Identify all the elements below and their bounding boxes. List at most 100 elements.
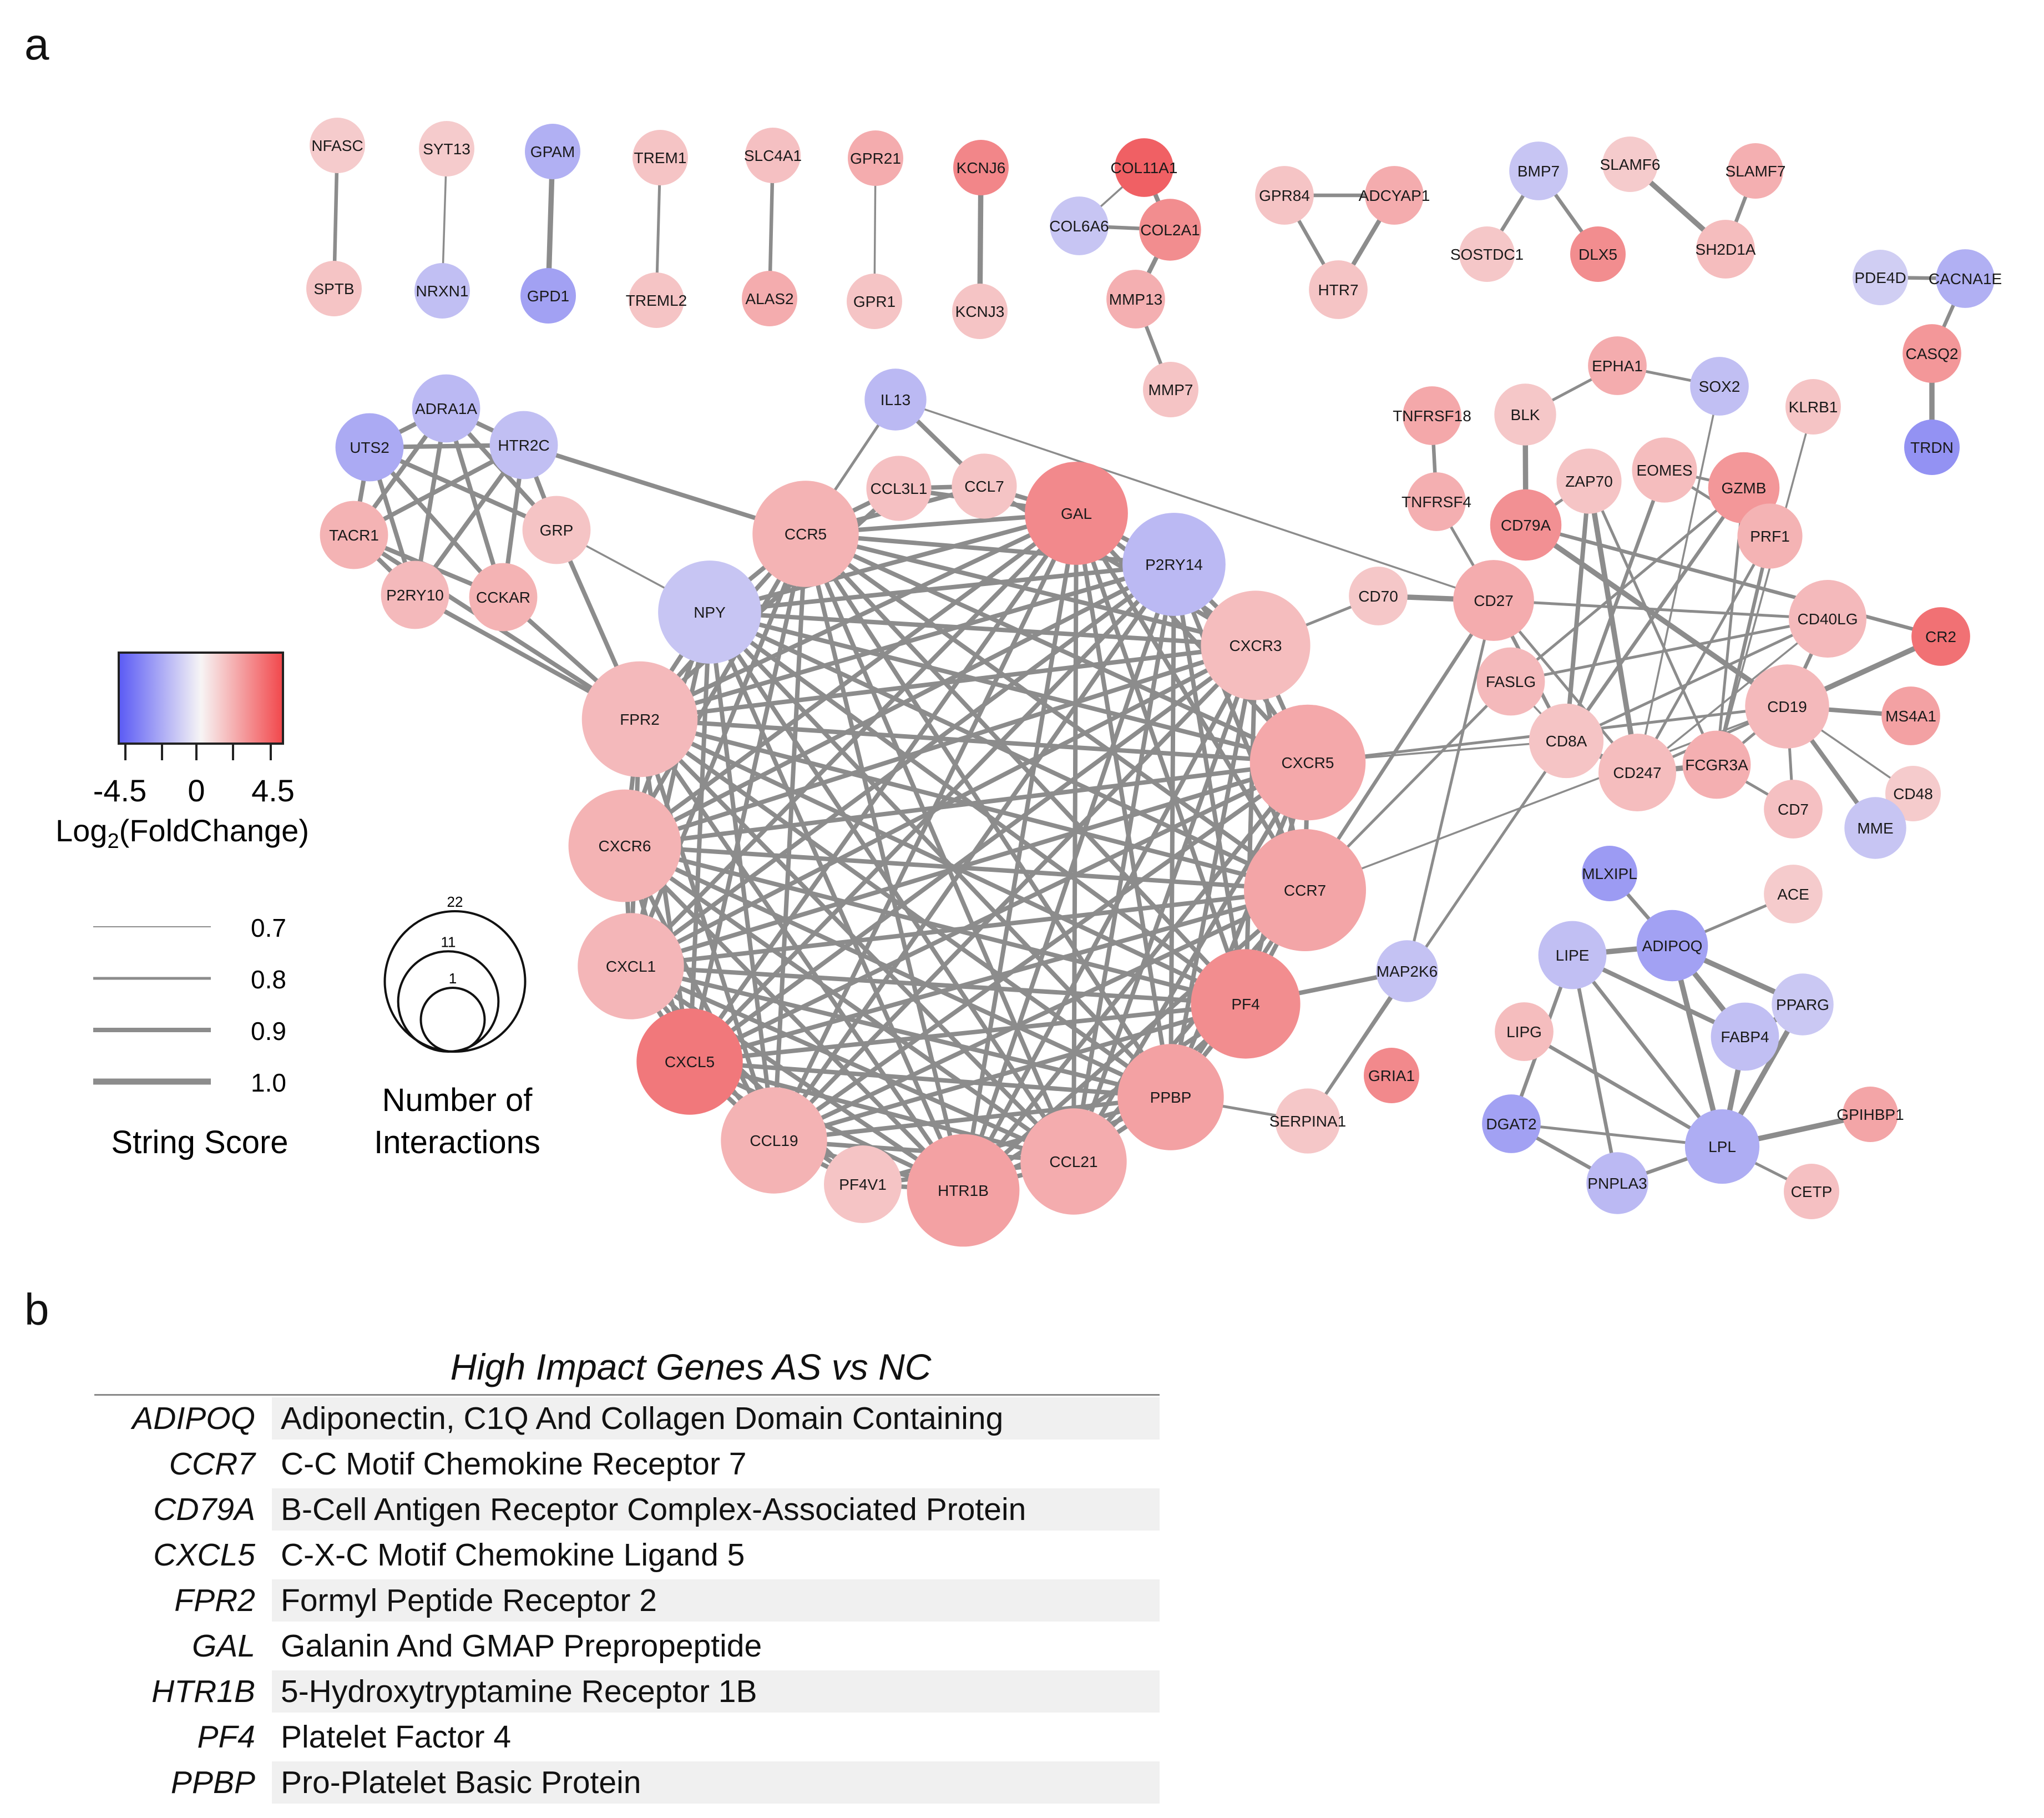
node-epha1[interactable]: EPHA1: [1588, 336, 1647, 395]
node-zap70[interactable]: ZAP70: [1556, 448, 1622, 514]
node-gpr21[interactable]: GPR21: [848, 130, 903, 186]
node-gal[interactable]: GAL: [1025, 462, 1128, 565]
node-pde4d[interactable]: PDE4D: [1853, 250, 1908, 305]
node-cd48[interactable]: CD48: [1885, 766, 1941, 821]
node-mmp7[interactable]: MMP7: [1143, 362, 1198, 417]
node-ace[interactable]: ACE: [1764, 865, 1823, 923]
node-cxcr5[interactable]: CXCR5: [1249, 704, 1366, 821]
node-htr2c[interactable]: HTR2C: [489, 411, 558, 479]
node-ccl7[interactable]: CCL7: [952, 453, 1017, 519]
node-gpr1[interactable]: GPR1: [847, 274, 902, 329]
node-ppbp[interactable]: PPBP: [1117, 1044, 1224, 1150]
node-slamf6[interactable]: SLAMF6: [1600, 137, 1661, 192]
node-mlxipl[interactable]: MLXIPL: [1582, 846, 1637, 901]
node-nfasc[interactable]: NFASC: [310, 118, 365, 173]
node-fcgr3a[interactable]: FCGR3A: [1682, 730, 1751, 799]
node-kcnj3[interactable]: KCNJ3: [952, 284, 1008, 339]
node-cetp[interactable]: CETP: [1784, 1164, 1839, 1219]
node-col2a1[interactable]: COL2A1: [1139, 199, 1201, 261]
node-mmp13[interactable]: MMP13: [1106, 270, 1165, 329]
node-col6a6[interactable]: COL6A6: [1049, 196, 1109, 255]
node-circle: [522, 496, 591, 564]
node-ccr5[interactable]: CCR5: [752, 481, 859, 587]
node-gpam[interactable]: GPAM: [525, 124, 580, 179]
node-p2ry14[interactable]: P2RY14: [1122, 513, 1226, 616]
node-cckar[interactable]: CCKAR: [469, 563, 538, 632]
node-label: SOX2: [1699, 378, 1741, 395]
node-treml2[interactable]: TREML2: [626, 272, 687, 328]
node-ccl21[interactable]: CCL21: [1020, 1108, 1127, 1215]
node-fpr2[interactable]: FPR2: [581, 661, 698, 777]
node-uts2[interactable]: UTS2: [335, 413, 404, 482]
node-htr1b[interactable]: HTR1B: [907, 1134, 1020, 1247]
node-cd8a[interactable]: CD8A: [1529, 703, 1604, 779]
node-trdn[interactable]: TRDN: [1904, 420, 1960, 475]
node-ms4a1[interactable]: MS4A1: [1881, 686, 1940, 745]
node-cxcl5[interactable]: CXCL5: [636, 1008, 743, 1115]
node-cd247[interactable]: CD247: [1598, 734, 1676, 811]
node-klrb1[interactable]: KLRB1: [1785, 379, 1841, 435]
node-pf4[interactable]: PF4: [1191, 949, 1301, 1059]
node-ccl3l1[interactable]: CCL3L1: [866, 456, 932, 521]
node-slc4a1[interactable]: SLC4A1: [744, 128, 802, 183]
node-pparg[interactable]: PPARG: [1772, 973, 1834, 1036]
node-map2k6[interactable]: MAP2K6: [1376, 940, 1438, 1002]
node-faslg[interactable]: FASLG: [1476, 647, 1545, 716]
node-sox2[interactable]: SOX2: [1690, 357, 1749, 416]
node-cacna1e[interactable]: CACNA1E: [1929, 249, 2002, 308]
node-ccl19[interactable]: CCL19: [721, 1087, 827, 1194]
node-cd27[interactable]: CD27: [1453, 560, 1534, 641]
node-cd79a[interactable]: CD79A: [1490, 489, 1562, 561]
node-npy[interactable]: NPY: [658, 560, 761, 664]
node-adra1a[interactable]: ADRA1A: [412, 374, 480, 443]
node-cd7[interactable]: CD7: [1764, 780, 1823, 839]
node-lipg[interactable]: LIPG: [1495, 1002, 1554, 1061]
node-p2ry10[interactable]: P2RY10: [381, 560, 449, 629]
node-cxcl1[interactable]: CXCL1: [578, 913, 684, 1019]
node-slamf7[interactable]: SLAMF7: [1726, 143, 1786, 199]
node-cd70[interactable]: CD70: [1349, 567, 1408, 625]
node-syt13[interactable]: SYT13: [419, 121, 474, 176]
node-gpr84[interactable]: GPR84: [1255, 166, 1314, 225]
node-sptb[interactable]: SPTB: [306, 261, 362, 316]
node-lpl[interactable]: LPL: [1684, 1109, 1760, 1184]
node-cxcr3[interactable]: CXCR3: [1201, 590, 1311, 700]
node-alas2[interactable]: ALAS2: [742, 271, 797, 326]
node-htr7[interactable]: HTR7: [1309, 260, 1368, 319]
node-sostdc1[interactable]: SOSTDC1: [1450, 226, 1524, 282]
node-casq2[interactable]: CASQ2: [1903, 324, 1961, 383]
node-lipe[interactable]: LIPE: [1538, 921, 1607, 989]
node-il13[interactable]: IL13: [864, 368, 927, 431]
node-gpihbp1[interactable]: GPIHBP1: [1836, 1087, 1904, 1142]
node-tacr1[interactable]: TACR1: [320, 501, 388, 569]
node-gpd1[interactable]: GPD1: [520, 268, 576, 324]
node-pnpla3[interactable]: PNPLA3: [1586, 1152, 1648, 1214]
node-pf4v1[interactable]: PF4V1: [824, 1145, 902, 1223]
node-col11a1[interactable]: COL11A1: [1111, 138, 1178, 197]
node-sh2d1a[interactable]: SH2D1A: [1696, 220, 1756, 279]
node-prf1[interactable]: PRF1: [1737, 503, 1803, 569]
node-nrxn1[interactable]: NRXN1: [414, 263, 470, 319]
node-gria1[interactable]: GRIA1: [1364, 1048, 1419, 1103]
node-eomes[interactable]: EOMES: [1632, 437, 1697, 503]
node-kcnj6[interactable]: KCNJ6: [953, 140, 1009, 195]
node-dgat2[interactable]: DGAT2: [1482, 1094, 1541, 1153]
node-ccr7[interactable]: CCR7: [1244, 829, 1366, 951]
node-cxcr6[interactable]: CXCR6: [568, 789, 681, 902]
node-tnfrsf18[interactable]: TNFRSF18: [1393, 386, 1471, 445]
node-cr2[interactable]: CR2: [1911, 607, 1970, 666]
node-cd40lg[interactable]: CD40LG: [1789, 580, 1866, 658]
node-mme[interactable]: MME: [1844, 797, 1906, 859]
node-tnfrsf4[interactable]: TNFRSF4: [1402, 472, 1471, 531]
node-bmp7[interactable]: BMP7: [1509, 142, 1568, 200]
node-trem1[interactable]: TREM1: [633, 130, 688, 185]
node-fabp4[interactable]: FABP4: [1711, 1002, 1779, 1071]
node-blk[interactable]: BLK: [1494, 383, 1556, 446]
node-adcyap1[interactable]: ADCYAP1: [1359, 166, 1430, 225]
node-serpina1[interactable]: SERPINA1: [1269, 1088, 1347, 1154]
node-grp[interactable]: GRP: [522, 496, 591, 564]
node-dlx5[interactable]: DLX5: [1570, 226, 1626, 282]
node-adipoq[interactable]: ADIPOQ: [1636, 910, 1708, 982]
node-cd19[interactable]: CD19: [1745, 664, 1829, 749]
table-row: PF4 Platelet Factor 4: [94, 1714, 1160, 1760]
